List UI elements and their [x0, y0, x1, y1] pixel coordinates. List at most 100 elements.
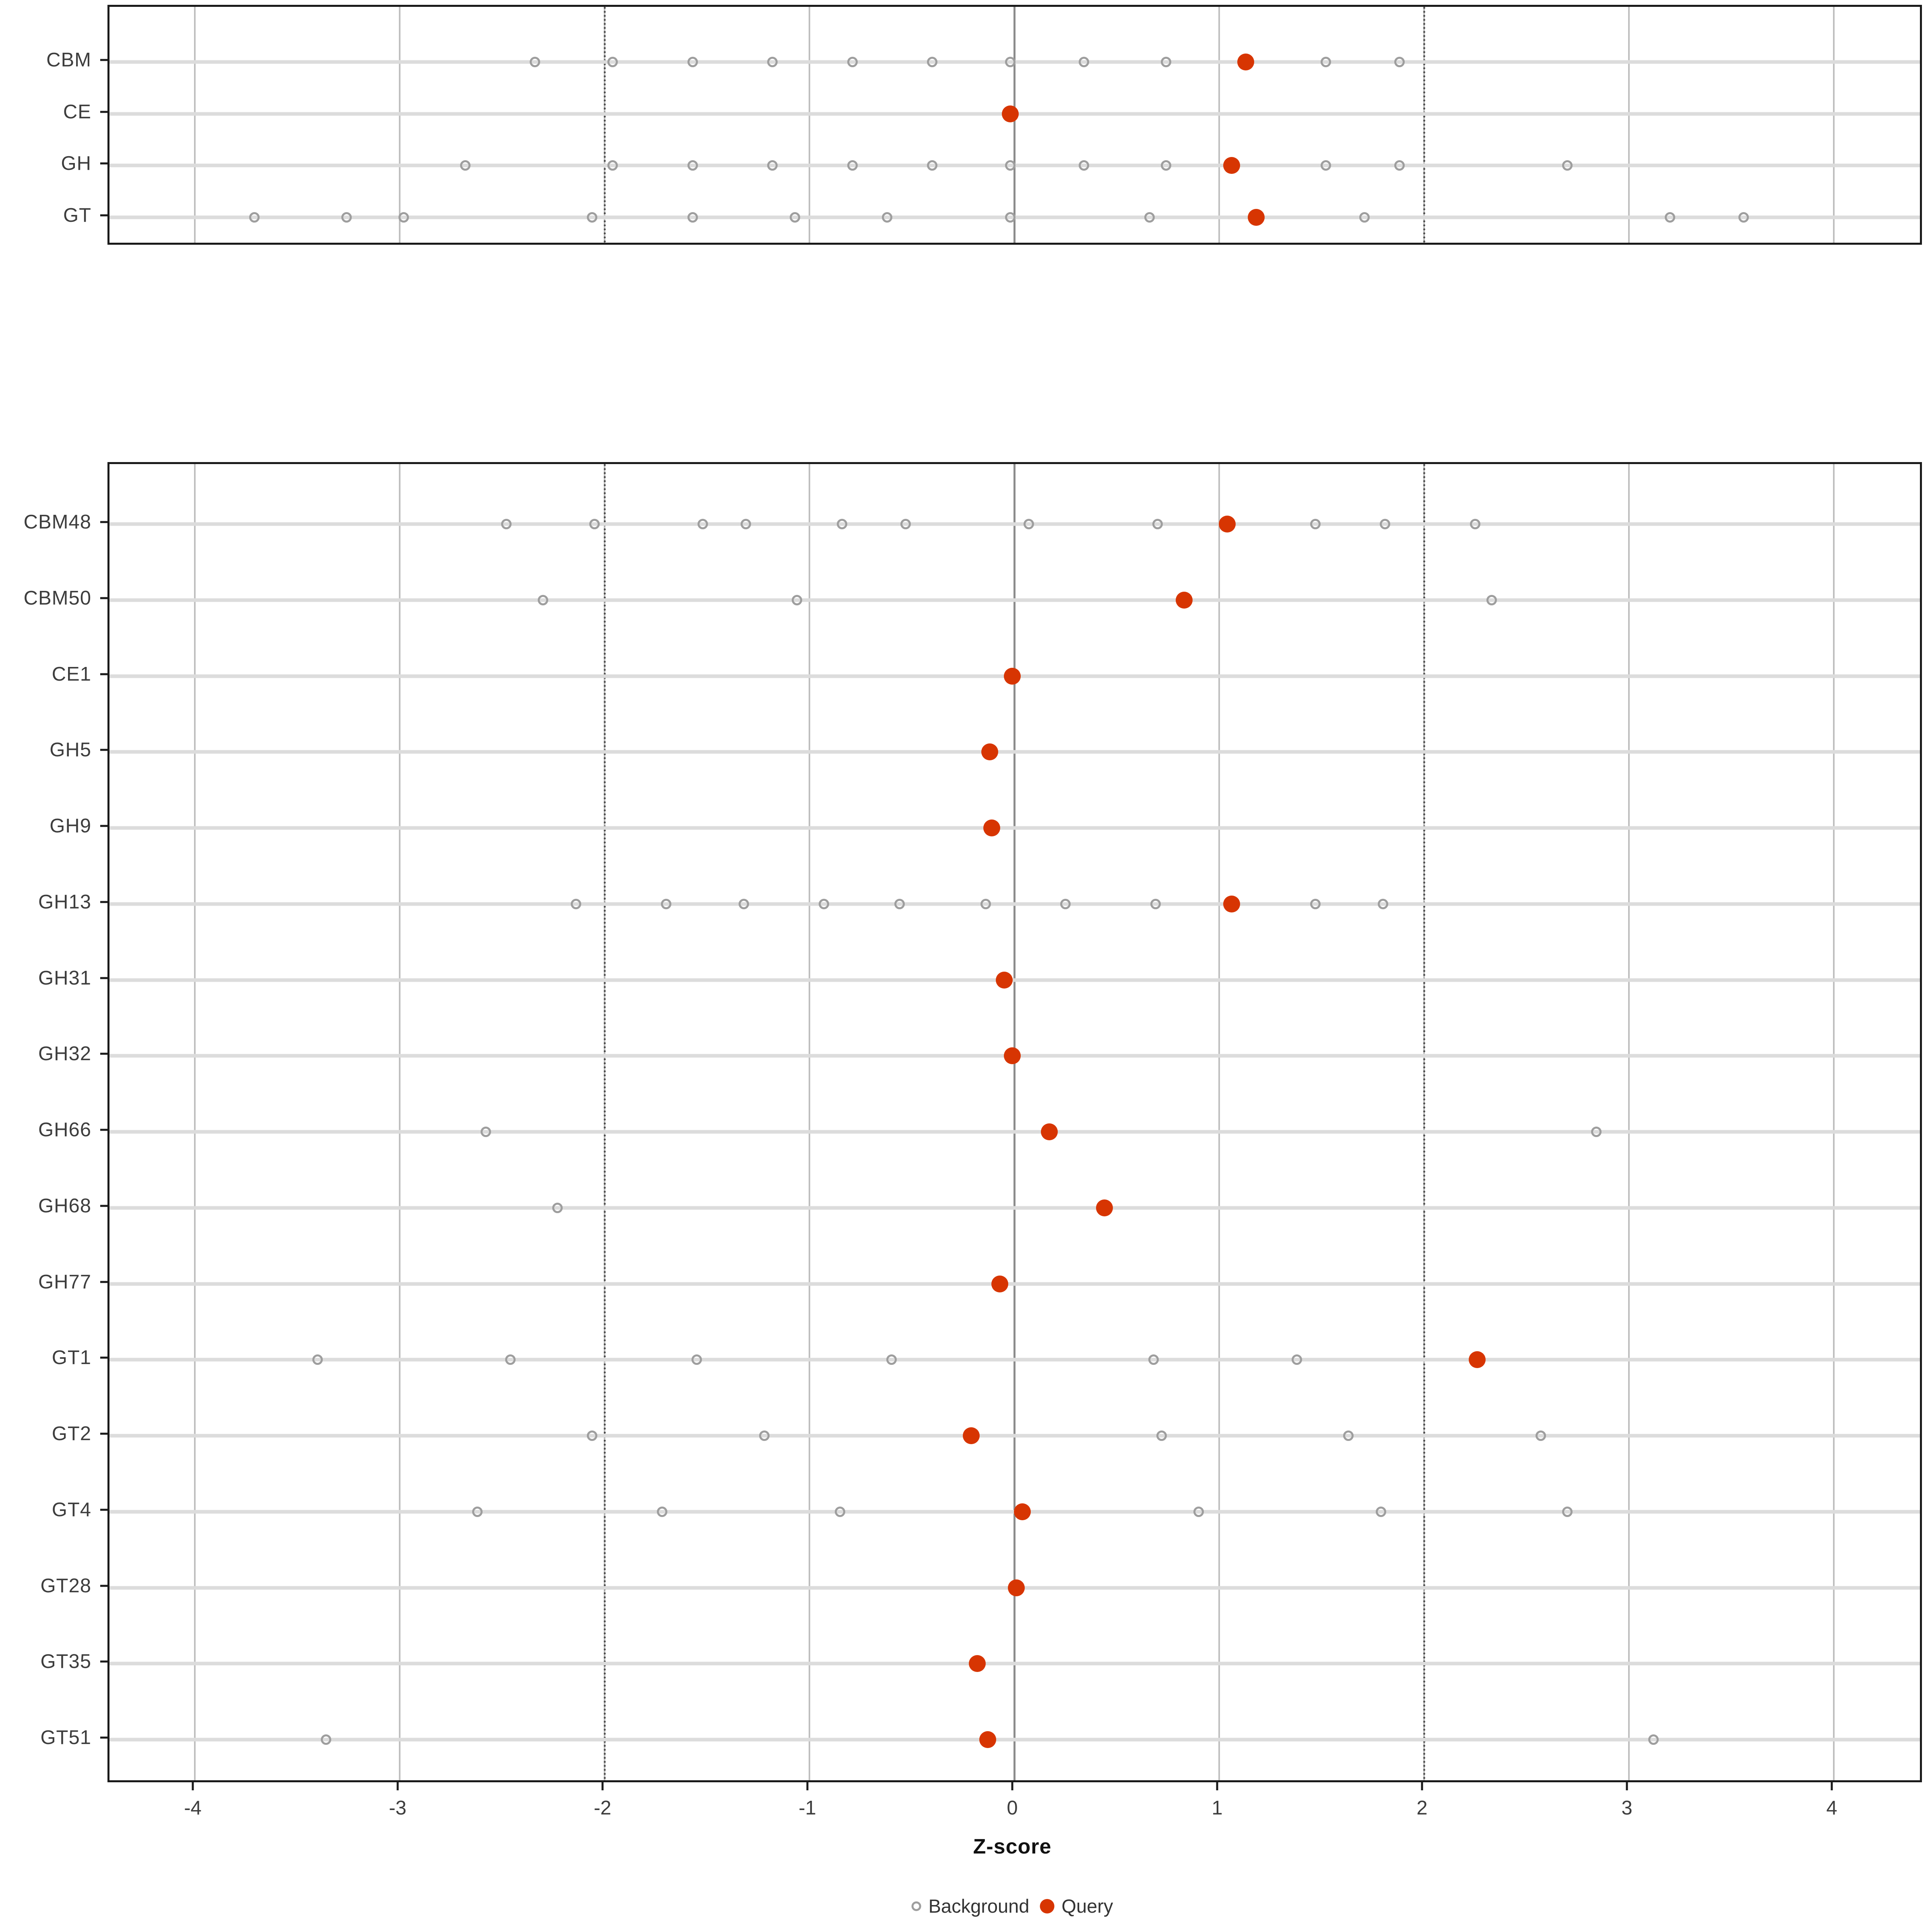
- background-point: [1394, 57, 1405, 67]
- background-point: [835, 1507, 846, 1517]
- background-point: [687, 160, 698, 171]
- query-point: [963, 1427, 980, 1444]
- y-axis-tick: [100, 1129, 107, 1131]
- background-point: [1292, 1354, 1302, 1365]
- background-point: [312, 1354, 323, 1365]
- reference-line-dotted: [604, 464, 606, 1780]
- x-axis-tick-label: 2: [1416, 1797, 1428, 1819]
- gridline-vertical: [1833, 7, 1835, 243]
- x-axis-tick: [1421, 1782, 1423, 1790]
- y-axis-label-gt51: GT51: [40, 1727, 91, 1748]
- background-point: [1536, 1430, 1546, 1441]
- background-point: [767, 160, 778, 171]
- background-point: [1156, 1430, 1167, 1441]
- y-axis-tick: [100, 1432, 107, 1435]
- x-axis-tick: [1626, 1782, 1628, 1790]
- y-axis-tick: [100, 673, 107, 675]
- y-axis-tick: [100, 1736, 107, 1739]
- background-point: [1193, 1507, 1204, 1517]
- y-axis-tick: [100, 1356, 107, 1359]
- background-point: [847, 57, 858, 67]
- y-axis-tick: [100, 1585, 107, 1587]
- query-point: [1223, 157, 1240, 174]
- row-guide-line: [109, 1662, 1920, 1666]
- background-point: [1320, 160, 1331, 171]
- background-point: [1148, 1354, 1159, 1365]
- background-point: [480, 1127, 491, 1137]
- query-point: [1003, 668, 1021, 685]
- background-point: [790, 212, 801, 223]
- query-point: [979, 1731, 996, 1748]
- y-axis-label-gh13: GH13: [38, 891, 91, 913]
- query-point: [1001, 105, 1019, 122]
- row-guide-line: [109, 750, 1920, 754]
- background-point: [587, 1430, 598, 1441]
- plot-area-class-level: [109, 7, 1920, 243]
- row-guide-line: [109, 1282, 1920, 1286]
- background-point: [1023, 519, 1034, 529]
- background-point: [1005, 212, 1016, 223]
- background-point: [886, 1354, 897, 1365]
- background-point: [589, 519, 600, 529]
- y-axis-label-gh66: GH66: [38, 1119, 91, 1141]
- query-point: [1223, 896, 1240, 912]
- query-point: [991, 1276, 1009, 1292]
- background-point: [837, 519, 848, 529]
- background-point: [1738, 212, 1749, 223]
- background-point: [927, 160, 938, 171]
- background-point: [1470, 519, 1481, 529]
- background-point: [1079, 57, 1090, 67]
- background-point: [320, 1734, 331, 1745]
- background-point: [1005, 160, 1016, 171]
- background-point: [587, 212, 598, 223]
- background-point: [927, 57, 938, 67]
- background-point: [1562, 160, 1573, 171]
- y-axis-label-gt: GT: [63, 204, 91, 226]
- x-axis-tick-label: -1: [799, 1797, 816, 1819]
- x-axis-tick: [192, 1782, 194, 1790]
- background-point: [570, 899, 581, 909]
- x-axis-tick-label: 0: [1007, 1797, 1018, 1819]
- row-guide-line: [109, 902, 1920, 906]
- row-guide-line: [109, 598, 1920, 602]
- y-axis-label-gh68: GH68: [38, 1195, 91, 1217]
- background-point: [505, 1354, 516, 1365]
- row-guide-line: [109, 1206, 1920, 1210]
- y-axis-label-gh77: GH77: [38, 1271, 91, 1293]
- query-point: [1096, 1199, 1113, 1216]
- y-axis-tick: [100, 111, 107, 113]
- x-axis-tick-label: 1: [1212, 1797, 1223, 1819]
- background-point: [341, 212, 352, 223]
- background-point: [1320, 57, 1331, 67]
- reference-line-dotted: [604, 7, 606, 243]
- query-point: [995, 972, 1013, 989]
- reference-line-dotted: [1423, 464, 1425, 1780]
- x-axis-tick: [601, 1782, 604, 1790]
- open-circle-icon: [911, 1901, 921, 1911]
- background-point: [818, 899, 829, 909]
- x-axis-tick-label: -3: [389, 1797, 407, 1819]
- x-axis-title: Z-score: [973, 1835, 1052, 1858]
- y-axis-label-cbm: CBM: [46, 49, 91, 71]
- x-axis-tick: [1831, 1782, 1833, 1790]
- background-point: [1486, 595, 1497, 605]
- background-point: [249, 212, 260, 223]
- gridline-vertical: [1218, 7, 1220, 243]
- row-guide-line: [109, 978, 1920, 982]
- chart-legend: Background Query: [911, 1895, 1113, 1917]
- y-axis-label-ce: CE: [63, 101, 91, 123]
- reference-line-zero: [1013, 7, 1016, 243]
- x-axis-tick: [1216, 1782, 1218, 1790]
- y-axis-label-cbm48: CBM48: [23, 511, 91, 533]
- background-point: [698, 519, 708, 529]
- y-axis-tick: [100, 977, 107, 979]
- y-axis-label-gt4: GT4: [52, 1499, 91, 1521]
- y-axis-label-gt2: GT2: [52, 1423, 91, 1445]
- y-axis-label-gh5: GH5: [50, 739, 91, 761]
- gridline-vertical: [194, 464, 196, 1780]
- y-axis-label-cbm50: CBM50: [23, 587, 91, 609]
- y-axis-tick: [100, 59, 107, 61]
- background-point: [739, 899, 749, 909]
- gridline-vertical: [399, 464, 400, 1780]
- query-point: [1469, 1351, 1486, 1368]
